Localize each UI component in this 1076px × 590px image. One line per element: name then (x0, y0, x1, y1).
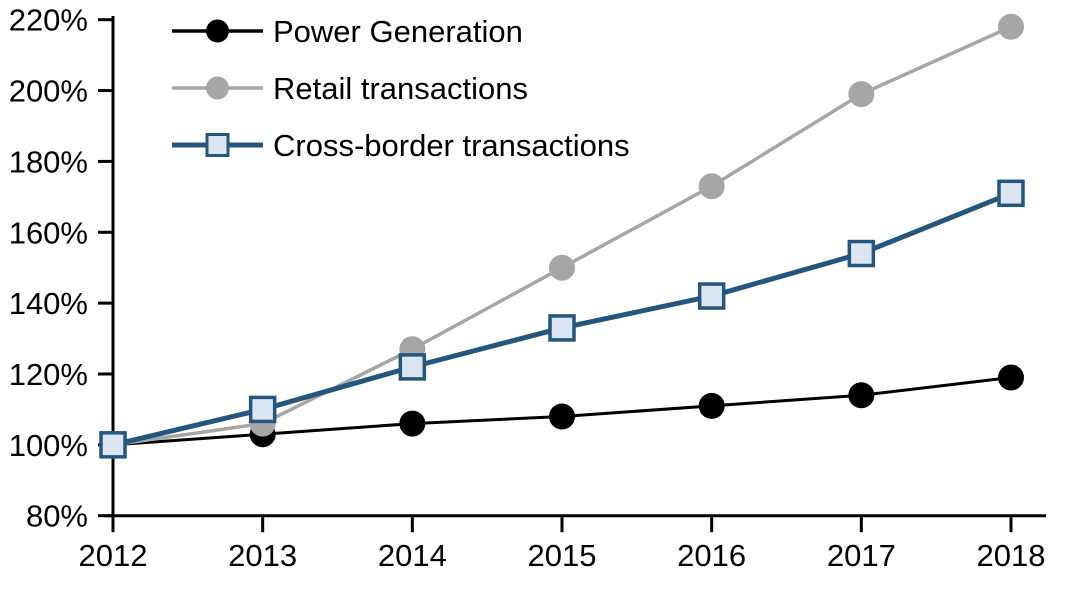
marker-retail-transactions-2018 (998, 13, 1024, 40)
x-tick-label: 2013 (228, 538, 297, 573)
legend-label: Retail transactions (273, 71, 528, 106)
y-tick-label: 200% (9, 74, 88, 109)
legend: Power Generation Retail transactions Cross… (172, 14, 630, 163)
x-tick-label: 2012 (79, 538, 148, 573)
x-tick-label: 2016 (677, 538, 746, 573)
y-tick-label: 180% (9, 144, 88, 179)
y-tick-label: 100% (9, 428, 88, 463)
legend-marker-cross-border-transactions (205, 133, 230, 157)
legend-item-retail-transactions: Retail transactions (172, 71, 528, 106)
y-tick-label: 120% (9, 357, 88, 392)
y-tick-label: 80% (26, 499, 88, 534)
x-tick-label: 2015 (528, 538, 597, 573)
legend-label: Cross-border transactions (273, 128, 630, 163)
marker-cross-border-transactions-2015 (548, 314, 576, 342)
legend-item-cross-border-transactions: Cross-border transactions (172, 128, 630, 163)
x-tick-label: 2017 (827, 538, 896, 573)
marker-cross-border-transactions-2012 (99, 431, 127, 459)
marker-power-generation-2015 (549, 403, 575, 430)
series-cross-border-transactions (99, 179, 1025, 459)
y-axis-ticks: 80% 100% 120% 140% 160% 180% 200% 220% (9, 3, 113, 534)
x-axis-ticks: 2012 2013 2014 2015 2016 2017 2018 (79, 517, 1046, 573)
marker-power-generation-2016 (698, 392, 725, 419)
marker-power-generation-2014 (399, 410, 426, 437)
marker-retail-transactions-2016 (698, 173, 725, 200)
marker-cross-border-transactions-2017 (847, 239, 876, 268)
marker-cross-border-transactions-2018 (997, 179, 1025, 208)
y-tick-label: 220% (9, 3, 88, 38)
legend-label: Power Generation (273, 14, 523, 49)
legend-marker-power-generation (206, 19, 229, 43)
y-tick-label: 140% (9, 286, 88, 321)
x-tick-label: 2018 (977, 538, 1046, 573)
series-power-generation (100, 364, 1024, 458)
marker-power-generation-2017 (848, 382, 875, 409)
marker-retail-transactions-2015 (549, 254, 575, 281)
legend-item-power-generation: Power Generation (172, 14, 523, 49)
legend-marker-retail-transactions (206, 76, 229, 100)
axes (105, 16, 1046, 518)
x-tick-label: 2014 (378, 538, 447, 573)
marker-cross-border-transactions-2016 (697, 282, 726, 310)
marker-power-generation-2018 (998, 364, 1024, 391)
marker-cross-border-transactions-2014 (398, 353, 427, 381)
y-tick-label: 160% (9, 215, 88, 250)
marker-cross-border-transactions-2013 (248, 395, 277, 424)
marker-retail-transactions-2017 (848, 81, 875, 108)
